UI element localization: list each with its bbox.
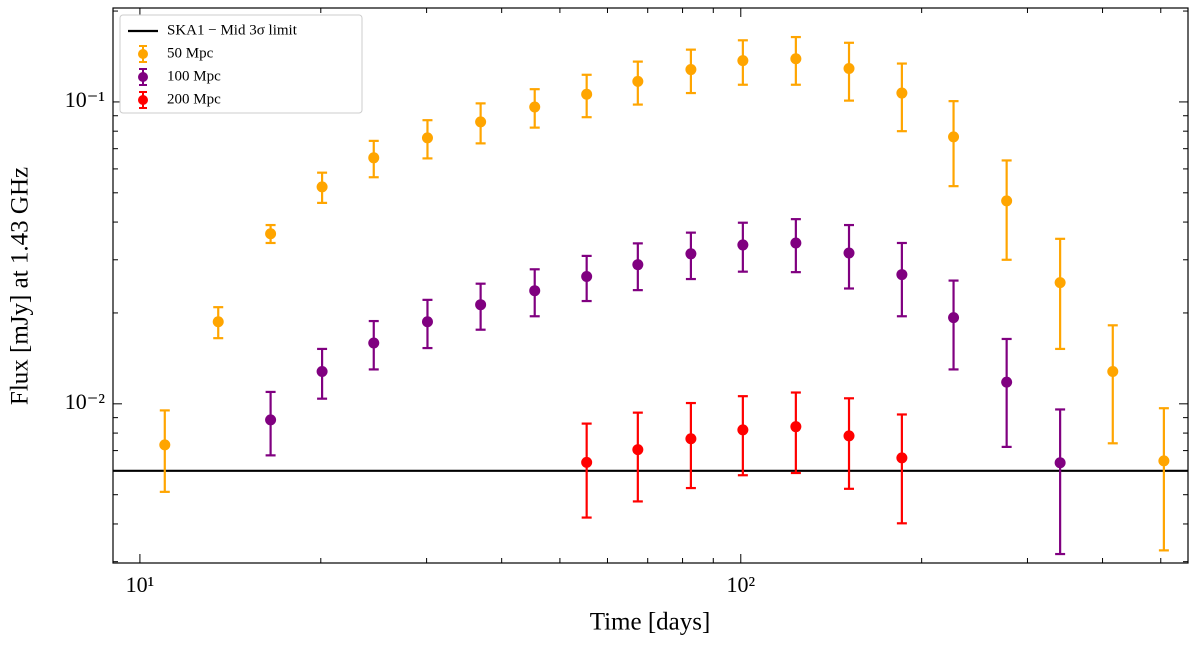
data-point xyxy=(1054,457,1066,469)
data-point xyxy=(737,239,749,251)
legend-marker xyxy=(138,72,148,82)
data-point xyxy=(421,316,433,328)
data-point xyxy=(790,421,802,433)
data-point xyxy=(685,248,697,260)
data-point xyxy=(529,101,541,113)
y-axis-label: Flux [mJy] at 1.43 GHz xyxy=(7,167,34,405)
data-point xyxy=(1107,365,1119,377)
data-point xyxy=(632,444,644,456)
data-point xyxy=(368,337,380,349)
data-point xyxy=(737,55,749,67)
data-point xyxy=(790,53,802,65)
x-axis-label: Time [days] xyxy=(590,609,711,636)
data-point xyxy=(896,87,908,99)
data-point xyxy=(265,414,277,426)
data-point xyxy=(632,75,644,87)
data-point xyxy=(948,312,960,324)
legend-label: SKA1 − Mid 3σ limit xyxy=(167,22,298,38)
data-point xyxy=(475,116,487,128)
x-tick-label: 10² xyxy=(726,572,755,597)
data-point xyxy=(581,456,593,468)
legend-marker xyxy=(138,49,148,59)
x-tick-label: 10¹ xyxy=(126,572,155,597)
data-point xyxy=(737,424,749,436)
data-point xyxy=(1001,195,1013,207)
plot-frame xyxy=(112,7,1189,564)
data-point xyxy=(896,452,908,464)
legend-label: 50 Mpc xyxy=(167,45,214,61)
data-point xyxy=(529,285,541,297)
data-point xyxy=(1158,455,1170,467)
data-point xyxy=(843,247,855,259)
data-point xyxy=(368,152,380,164)
legend-marker xyxy=(138,95,148,105)
data-point xyxy=(1001,376,1013,388)
data-point xyxy=(581,271,593,283)
data-point xyxy=(685,64,697,76)
y-tick-label: 10⁻¹ xyxy=(65,87,105,112)
legend-label: 100 Mpc xyxy=(167,68,221,84)
data-point xyxy=(475,299,487,311)
data-point xyxy=(632,259,644,271)
data-point xyxy=(159,439,171,451)
data-point xyxy=(265,228,277,240)
legend-box xyxy=(119,14,363,114)
data-point xyxy=(212,316,224,328)
data-point xyxy=(1054,277,1066,289)
legend-label: 200 Mpc xyxy=(167,91,221,107)
data-point xyxy=(685,433,697,445)
data-point xyxy=(316,365,328,377)
data-point xyxy=(421,132,433,144)
data-point xyxy=(581,88,593,100)
data-point xyxy=(790,237,802,249)
data-point xyxy=(843,430,855,442)
data-point xyxy=(316,181,328,193)
y-tick-label: 10⁻² xyxy=(65,389,106,414)
data-point xyxy=(948,131,960,143)
data-point xyxy=(843,63,855,75)
data-point xyxy=(896,269,908,281)
